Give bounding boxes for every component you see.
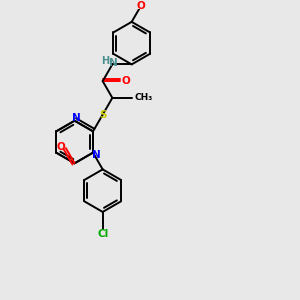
Text: S: S [99, 110, 106, 120]
Text: N: N [92, 150, 100, 160]
Text: H: H [101, 56, 110, 65]
Text: O: O [122, 76, 130, 86]
Text: O: O [136, 1, 145, 11]
Text: N: N [109, 58, 118, 68]
Text: CH₃: CH₃ [134, 93, 152, 102]
Text: N: N [72, 113, 81, 123]
Text: O: O [57, 142, 65, 152]
Text: Cl: Cl [97, 229, 108, 239]
